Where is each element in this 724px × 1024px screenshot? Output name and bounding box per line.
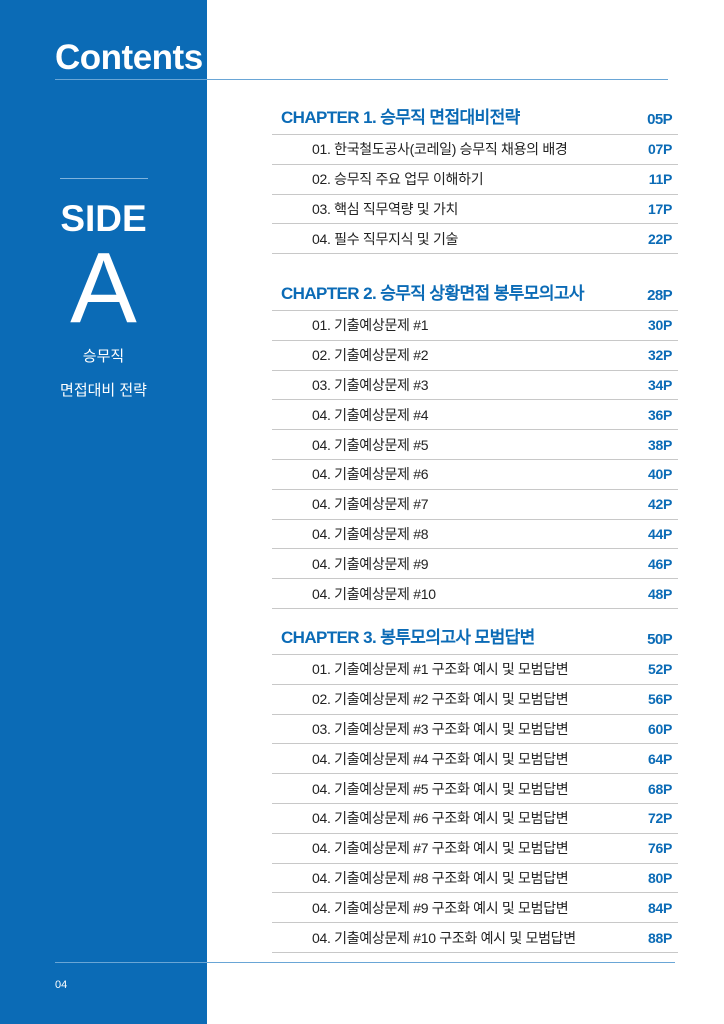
toc-item[interactable]: 04. 기출예상문제 #9 구조화 예시 및 모범답변 84P: [272, 893, 678, 924]
toc-item-page: 22P: [647, 230, 672, 247]
toc-item-page: 80P: [647, 869, 672, 886]
toc-item-label: 04. 기출예상문제 #5 구조화 예시 및 모범답변: [312, 780, 569, 797]
toc-item-label: 04. 기출예상문제 #9: [312, 555, 429, 572]
toc-item-page: 07P: [647, 141, 672, 158]
page-title: Contents: [55, 38, 203, 77]
chapter-title: CHAPTER 1. 승무직 면접대비전략: [281, 108, 520, 127]
toc-item-label: 02. 기출예상문제 #2 구조화 예시 및 모범답변: [312, 691, 569, 708]
toc-item-label: 04. 필수 직무지식 및 기술: [312, 230, 459, 247]
chapter-title-row[interactable]: CHAPTER 1. 승무직 면접대비전략 05P: [272, 101, 678, 135]
chapter-title-row[interactable]: CHAPTER 2. 승무직 상황면접 봉투모의고사 28P: [272, 277, 678, 311]
toc-item-page: 44P: [647, 525, 672, 542]
sidebar-panel: [0, 0, 207, 1024]
toc-item-page: 38P: [647, 436, 672, 453]
side-letter: A: [70, 232, 137, 344]
toc-item[interactable]: 04. 기출예상문제 #8 구조화 예시 및 모범답변 80P: [272, 864, 678, 894]
toc-item-page: 46P: [647, 555, 672, 572]
toc-item-page: 36P: [647, 406, 672, 423]
toc-item-label: 04. 기출예상문제 #10 구조화 예시 및 모범답변: [312, 929, 576, 946]
header-divider: [55, 79, 668, 80]
toc-item[interactable]: 04. 기출예상문제 #7 42P: [272, 490, 678, 520]
toc-item[interactable]: 04. 기출예상문제 #9 46P: [272, 549, 678, 580]
toc-item[interactable]: 04. 기출예상문제 #4 36P: [272, 400, 678, 431]
chapter-title: CHAPTER 2. 승무직 상황면접 봉투모의고사: [281, 284, 585, 303]
toc-item-label: 04. 기출예상문제 #8 구조화 예시 및 모범답변: [312, 869, 569, 886]
footer-divider: [55, 962, 675, 963]
side-subtitle-1: 승무직: [82, 348, 125, 365]
toc-item[interactable]: 02. 기출예상문제 #2 구조화 예시 및 모범답변 56P: [272, 685, 678, 715]
toc-item-label: 03. 기출예상문제 #3 구조화 예시 및 모범답변: [312, 720, 569, 737]
chapter-3-section: CHAPTER 3. 봉투모의고사 모범답변 50P 01. 기출예상문제 #1 구…: [272, 621, 678, 953]
toc-item-page: 76P: [647, 840, 672, 857]
page-number: 04: [55, 979, 68, 991]
toc-item[interactable]: 02. 기출예상문제 #2 32P: [272, 341, 678, 371]
toc-item-label: 02. 기출예상문제 #2: [312, 347, 429, 364]
toc-item-label: 04. 기출예상문제 #9 구조화 예시 및 모범답변: [312, 899, 569, 916]
toc-item-page: 60P: [647, 720, 672, 737]
toc-item-label: 04. 기출예상문제 #4 구조화 예시 및 모범답변: [312, 750, 569, 767]
toc-item[interactable]: 04. 기출예상문제 #5 구조화 예시 및 모범답변 68P: [272, 774, 678, 804]
toc-item-page: 64P: [647, 750, 672, 767]
toc-item[interactable]: 04. 기출예상문제 #5 38P: [272, 430, 678, 460]
chapter-page: 05P: [647, 111, 672, 128]
toc-item[interactable]: 04. 기출예상문제 #4 구조화 예시 및 모범답변 64P: [272, 744, 678, 775]
toc-item-page: 68P: [647, 780, 672, 797]
toc-item-page: 42P: [647, 496, 672, 513]
toc-item-label: 02. 승무직 주요 업무 이해하기: [312, 171, 484, 188]
toc-item-page: 84P: [647, 899, 672, 916]
toc-item[interactable]: 04. 기출예상문제 #6 구조화 예시 및 모범답변 72P: [272, 804, 678, 834]
toc-item-page: 88P: [647, 929, 672, 946]
toc-item-page: 17P: [647, 200, 672, 217]
toc-item-page: 56P: [647, 691, 672, 708]
toc-item[interactable]: 04. 기출예상문제 #10 구조화 예시 및 모범답변 88P: [272, 923, 678, 953]
toc-item-page: 72P: [647, 810, 672, 827]
toc-item[interactable]: 04. 기출예상문제 #7 구조화 예시 및 모범답변 76P: [272, 834, 678, 864]
toc-item[interactable]: 03. 기출예상문제 #3 34P: [272, 371, 678, 401]
side-subtitle-2: 면접대비 전략: [60, 382, 147, 399]
toc-item-label: 04. 기출예상문제 #7 구조화 예시 및 모범답변: [312, 840, 569, 857]
toc-item-page: 32P: [647, 347, 672, 364]
toc-item[interactable]: 02. 승무직 주요 업무 이해하기 11P: [272, 165, 678, 195]
toc-item-label: 04. 기출예상문제 #10: [312, 585, 436, 602]
chapter-1-section: CHAPTER 1. 승무직 면접대비전략 05P 01. 한국철도공사(코레일) …: [272, 101, 678, 255]
toc-item-page: 11P: [648, 171, 673, 188]
toc-item-label: 01. 한국철도공사(코레일) 승무직 채용의 배경: [312, 141, 568, 158]
side-divider: [60, 178, 148, 179]
toc-item[interactable]: 04. 기출예상문제 #6 40P: [272, 460, 678, 490]
toc-item-label: 04. 기출예상문제 #4: [312, 406, 429, 423]
toc-item-page: 34P: [647, 376, 672, 393]
toc-item-label: 04. 기출예상문제 #8: [312, 525, 429, 542]
toc-item[interactable]: 03. 기출예상문제 #3 구조화 예시 및 모범답변 60P: [272, 715, 678, 745]
chapter-2-section: CHAPTER 2. 승무직 상황면접 봉투모의고사 28P 01. 기출예상문제 …: [272, 277, 678, 609]
toc-item[interactable]: 04. 기출예상문제 #8 44P: [272, 520, 678, 550]
toc-item-page: 40P: [647, 466, 672, 483]
chapter-title-row[interactable]: CHAPTER 3. 봉투모의고사 모범답변 50P: [272, 621, 678, 655]
toc-item-page: 52P: [647, 661, 672, 678]
toc-item-label: 04. 기출예상문제 #7: [312, 496, 429, 513]
toc-item-label: 03. 기출예상문제 #3: [312, 376, 429, 393]
toc-item[interactable]: 01. 기출예상문제 #1 구조화 예시 및 모범답변 52P: [272, 655, 678, 685]
toc-item-label: 01. 기출예상문제 #1: [312, 317, 429, 334]
toc-item[interactable]: 03. 핵심 직무역량 및 가치 17P: [272, 195, 678, 225]
chapter-page: 28P: [647, 287, 672, 304]
toc-item-label: 01. 기출예상문제 #1 구조화 예시 및 모범답변: [312, 661, 569, 678]
toc-item-label: 04. 기출예상문제 #6: [312, 466, 429, 483]
toc-item-label: 04. 기출예상문제 #5: [312, 436, 429, 453]
toc-item[interactable]: 01. 기출예상문제 #1 30P: [272, 311, 678, 341]
chapter-page: 50P: [647, 631, 672, 648]
chapter-title: CHAPTER 3. 봉투모의고사 모범답변: [281, 628, 535, 647]
toc-item-label: 03. 핵심 직무역량 및 가치: [312, 200, 459, 217]
toc-item[interactable]: 04. 필수 직무지식 및 기술 22P: [272, 224, 678, 255]
toc-item[interactable]: 01. 한국철도공사(코레일) 승무직 채용의 배경 07P: [272, 135, 678, 165]
side-label: SIDE: [60, 198, 147, 239]
toc-item-label: 04. 기출예상문제 #6 구조화 예시 및 모범답변: [312, 810, 569, 827]
toc-item-page: 48P: [647, 585, 672, 602]
toc-item[interactable]: 04. 기출예상문제 #10 48P: [272, 579, 678, 609]
toc-item-page: 30P: [647, 317, 672, 334]
